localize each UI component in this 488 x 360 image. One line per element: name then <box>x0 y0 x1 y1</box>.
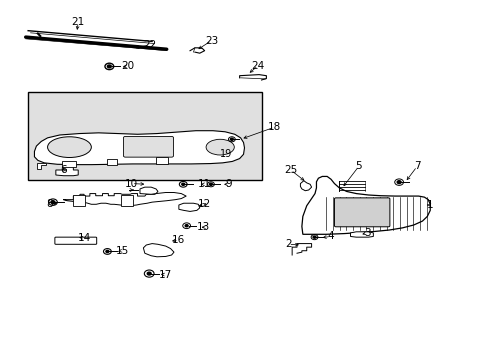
Text: 11: 11 <box>198 179 211 189</box>
Text: 4: 4 <box>327 231 334 242</box>
FancyBboxPatch shape <box>61 161 76 167</box>
FancyBboxPatch shape <box>107 159 116 165</box>
FancyBboxPatch shape <box>28 93 261 180</box>
Text: 2: 2 <box>285 239 291 249</box>
Polygon shape <box>56 166 78 176</box>
FancyBboxPatch shape <box>156 157 168 164</box>
Circle shape <box>312 236 315 238</box>
Circle shape <box>147 272 151 275</box>
Ellipse shape <box>205 139 234 155</box>
Polygon shape <box>301 176 429 234</box>
Text: 1: 1 <box>426 200 433 210</box>
Text: 8: 8 <box>46 199 53 209</box>
Text: 6: 6 <box>60 165 67 175</box>
Text: 22: 22 <box>143 40 156 50</box>
FancyBboxPatch shape <box>55 237 97 244</box>
Text: 23: 23 <box>204 36 218 46</box>
Circle shape <box>185 225 188 227</box>
Polygon shape <box>350 232 372 237</box>
Text: 13: 13 <box>196 222 209 232</box>
Polygon shape <box>179 203 200 211</box>
Text: 7: 7 <box>413 161 420 171</box>
FancyBboxPatch shape <box>123 136 173 157</box>
Polygon shape <box>37 163 46 169</box>
Polygon shape <box>140 187 158 194</box>
Polygon shape <box>300 181 311 191</box>
Circle shape <box>106 250 109 252</box>
Text: 18: 18 <box>267 122 281 132</box>
Polygon shape <box>143 244 174 257</box>
Circle shape <box>209 183 212 185</box>
Text: 20: 20 <box>121 62 134 71</box>
Circle shape <box>182 183 184 185</box>
Text: 14: 14 <box>77 233 90 243</box>
Text: 21: 21 <box>71 17 84 27</box>
Text: 3: 3 <box>363 228 369 238</box>
Text: 15: 15 <box>115 246 128 256</box>
Circle shape <box>396 181 400 184</box>
Text: 17: 17 <box>159 270 172 280</box>
Circle shape <box>107 65 111 68</box>
Circle shape <box>51 201 55 203</box>
Text: 25: 25 <box>284 165 297 175</box>
Text: 5: 5 <box>355 161 361 171</box>
FancyBboxPatch shape <box>121 195 133 206</box>
Text: 24: 24 <box>251 61 264 71</box>
Text: 10: 10 <box>125 179 138 189</box>
Text: 12: 12 <box>198 199 211 209</box>
Text: 19: 19 <box>220 149 232 159</box>
FancyBboxPatch shape <box>73 195 84 206</box>
FancyBboxPatch shape <box>334 198 389 227</box>
Ellipse shape <box>47 137 91 157</box>
Text: 9: 9 <box>225 179 232 189</box>
Circle shape <box>230 138 233 140</box>
Text: 16: 16 <box>172 235 185 245</box>
Polygon shape <box>34 131 244 165</box>
